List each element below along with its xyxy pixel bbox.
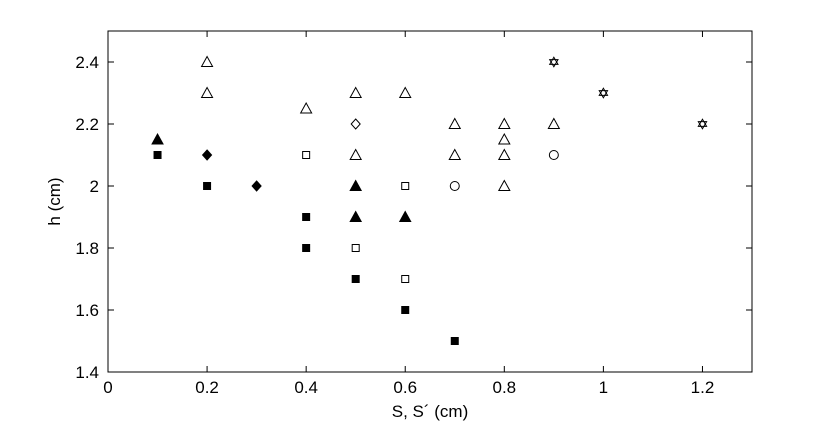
open-square-marker [302, 151, 311, 159]
open-circle-marker [548, 150, 559, 160]
x-tick-label: 0.4 [294, 378, 318, 397]
filled-triangle-marker [398, 210, 412, 222]
y-tick-label: 1.4 [75, 363, 99, 382]
x-tick-label: 0.2 [195, 378, 219, 397]
open-triangle-marker [200, 55, 214, 67]
data-markers [151, 55, 708, 345]
filled-square-marker [351, 275, 360, 283]
hexagram-marker [697, 118, 708, 130]
open-triangle-marker [497, 148, 511, 160]
open-triangle-marker [497, 132, 511, 145]
y-tick-label: 1.6 [75, 301, 99, 320]
filled-triangle-marker [151, 132, 164, 145]
plot-area [107, 30, 753, 373]
open-triangle-marker [497, 179, 511, 191]
filled-square-marker [401, 306, 410, 314]
hexagram-down-triangle [548, 59, 559, 68]
filled-square-marker [153, 151, 162, 159]
filled-square-marker [450, 337, 459, 345]
y-tick-label: 2 [90, 177, 99, 196]
hexagram-up-triangle [598, 87, 609, 96]
y-tick-label: 2.4 [75, 53, 99, 72]
x-axis-title: S, S´ (cm) [392, 402, 469, 421]
hexagram-up-triangle [548, 56, 559, 65]
open-triangle-marker [448, 117, 462, 129]
open-triangle-marker [299, 101, 313, 114]
hexagram-marker [598, 87, 609, 99]
x-tick-label: 0.6 [393, 378, 417, 397]
open-diamond-marker [350, 118, 361, 130]
open-square-marker [401, 182, 410, 190]
x-tick-label: 0 [103, 378, 112, 397]
filled-triangle-marker [349, 210, 363, 222]
open-triangle-marker [200, 86, 214, 98]
y-tick-label: 1.8 [75, 239, 99, 258]
hexagram-down-triangle [598, 90, 609, 99]
x-tick-label: 1.2 [691, 378, 715, 397]
x-tick-label: 1 [599, 378, 608, 397]
open-square-marker [401, 275, 410, 283]
hexagram-up-triangle [697, 118, 708, 127]
open-square-marker [351, 244, 360, 252]
filled-triangle-marker [349, 179, 363, 191]
open-triangle-marker [398, 86, 412, 98]
x-tick-label: 0.8 [492, 378, 516, 397]
open-triangle-marker [547, 117, 561, 129]
open-circle-marker [449, 181, 460, 191]
open-triangle-marker [448, 148, 462, 160]
filled-square-marker [203, 182, 212, 190]
filled-diamond-marker [201, 149, 213, 161]
open-triangle-marker [497, 117, 511, 129]
filled-square-marker [302, 213, 311, 221]
y-tick-label: 2.2 [75, 115, 99, 134]
hexagram-down-triangle [697, 121, 708, 130]
open-triangle-marker [349, 148, 363, 160]
filled-square-marker [302, 244, 311, 252]
filled-diamond-marker [251, 180, 262, 192]
hexagram-marker [548, 56, 559, 68]
open-triangle-marker [349, 86, 363, 98]
y-axis-title: h (cm) [45, 177, 64, 225]
axis-ticks: 0 0.2 0.4 0.6 0.8 1 1.2 1.4 1.6 1.8 2 2.2 2.4 [75, 31, 752, 397]
